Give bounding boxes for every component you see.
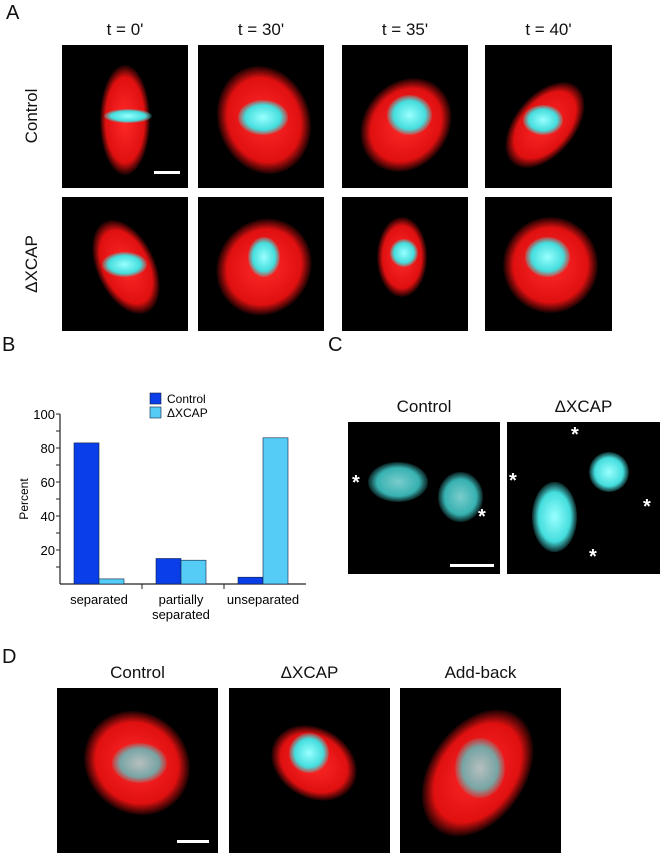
row-label-dxcap: ΔXCAP: [22, 235, 41, 293]
row-label-control: Control: [22, 88, 41, 144]
micrograph: [485, 45, 612, 188]
legend-label: ΔXCAP: [167, 406, 208, 420]
legend-swatch: [149, 392, 162, 405]
bar-control: [73, 442, 100, 585]
panel-label-b: B: [2, 334, 16, 356]
legend-label: Control: [167, 392, 206, 406]
y-tick-label: 60: [41, 475, 55, 490]
micrograph: [229, 688, 390, 853]
pole-marker: *: [571, 424, 579, 446]
col-label: Control: [396, 397, 452, 416]
bar-control: [155, 558, 182, 585]
panel-label-d: D: [2, 646, 17, 668]
micrograph: [198, 197, 324, 331]
col-label: t = 0': [106, 20, 144, 39]
col-label: Add-back: [444, 663, 517, 682]
micrograph: * *: [348, 422, 500, 574]
y-tick-label: 100: [33, 407, 55, 422]
pole-marker: *: [643, 496, 651, 518]
col-label: ΔXCAP: [280, 663, 339, 682]
pole-marker: *: [478, 506, 486, 528]
micrograph: * * * *: [507, 422, 660, 574]
y-tick-label: 40: [41, 509, 55, 524]
pole-marker: *: [589, 546, 597, 568]
legend-swatch: [149, 406, 162, 419]
micrograph: [485, 197, 612, 331]
pole-marker: *: [509, 470, 517, 492]
y-tick-label: 20: [41, 543, 55, 558]
col-label: Control: [110, 663, 165, 682]
x-tick-label: separated: [70, 592, 128, 607]
pole-marker: *: [352, 472, 360, 494]
bar-dxcap: [262, 437, 289, 585]
micrograph: [62, 45, 188, 188]
y-axis-label: Percent: [17, 478, 31, 520]
y-tick-label: 80: [41, 441, 55, 456]
micrograph: [342, 45, 468, 188]
micrograph: [342, 197, 468, 331]
col-label: t = 35': [381, 20, 429, 39]
bar-dxcap: [180, 559, 207, 585]
bar-dxcap: [98, 578, 125, 585]
x-tick-label: separated: [152, 607, 210, 622]
x-tick-label: unseparated: [227, 592, 299, 607]
panel-label-a: A: [6, 2, 20, 24]
micrograph: [57, 688, 218, 853]
micrograph: [198, 45, 324, 188]
panel-label-c: C: [328, 334, 343, 356]
col-label: t = 40': [525, 20, 572, 39]
micrograph: [400, 688, 561, 853]
x-tick-label: partially: [159, 592, 204, 607]
micrograph: [62, 197, 188, 331]
col-label: t = 30': [237, 20, 285, 39]
col-label: ΔXCAP: [554, 397, 613, 416]
bar-control: [237, 576, 264, 585]
